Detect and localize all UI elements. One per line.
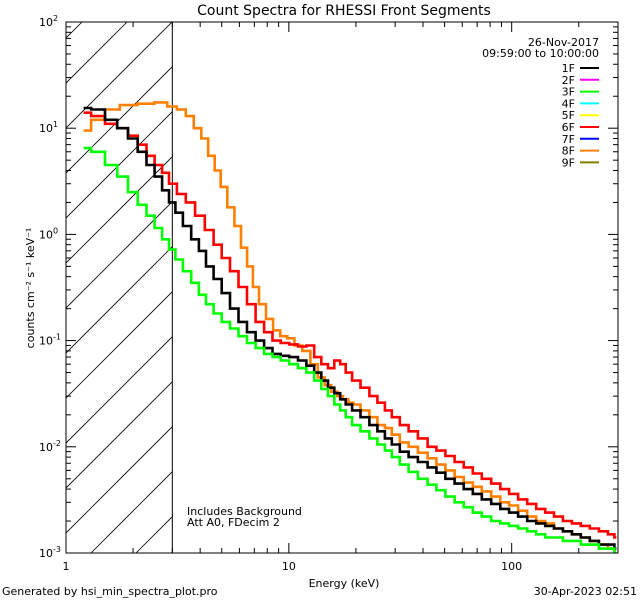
plot-frame — [65, 21, 619, 554]
annotation-attenuator: Att A0, FDecim 2 — [187, 516, 280, 529]
legend-label: 7F — [562, 133, 575, 146]
y-tick-label: 100 — [39, 226, 58, 241]
annotation-background: Includes Background — [187, 505, 302, 518]
hatch-line — [66, 426, 173, 534]
y-tick-label: 101 — [39, 120, 58, 135]
x-tick-label: 100 — [501, 560, 522, 573]
legend-label: 2F — [562, 74, 575, 87]
legend-label: 8F — [562, 145, 575, 158]
hatch-line — [66, 201, 173, 309]
series-line-3f — [83, 146, 617, 553]
date-label: 26-Nov-2017 — [528, 36, 599, 49]
x-tick-label: 1 — [63, 560, 70, 573]
hatch-line — [66, 246, 173, 354]
footer-generator: Generated by hsi_min_spectra_plot.pro — [2, 585, 218, 598]
excluded-energy-hatch — [66, 22, 173, 553]
series-layer — [83, 101, 617, 553]
x-axis-label: Energy (keV) — [309, 577, 380, 590]
y-tick-labels: 10-3 10-2 10-1 100 101 102 — [39, 14, 61, 560]
y-axis-label: counts cm⁻² s⁻¹ keV⁻¹ — [24, 228, 37, 349]
x-tick-label: 10 — [282, 560, 296, 573]
series-line-1f — [83, 106, 617, 550]
y-tick-label: 102 — [39, 14, 58, 29]
x-tick-labels: 1 10 100 — [63, 560, 523, 573]
time-range-label: 09:59:00 to 10:00:00 — [482, 47, 599, 60]
legend-label: 5F — [562, 109, 575, 122]
legend-label: 3F — [562, 86, 575, 99]
y-tick-label: 10-3 — [39, 545, 61, 560]
footer-timestamp: 30-Apr-2023 02:51 — [534, 585, 637, 598]
hatch-line — [66, 381, 173, 489]
legend-label: 1F — [562, 62, 575, 75]
legend-label: 4F — [562, 97, 575, 110]
y-tick-label: 10-1 — [39, 333, 61, 348]
hatch-line — [66, 66, 173, 174]
axis-ticks — [65, 21, 619, 554]
y-tick-label: 10-2 — [39, 439, 61, 454]
series-line-6f — [83, 111, 617, 539]
hatch-line — [66, 22, 173, 129]
legend-label: 9F — [562, 156, 575, 169]
chart-title: Count Spectra for RHESSI Front Segments — [197, 3, 491, 19]
legend-label: 6F — [562, 121, 575, 134]
